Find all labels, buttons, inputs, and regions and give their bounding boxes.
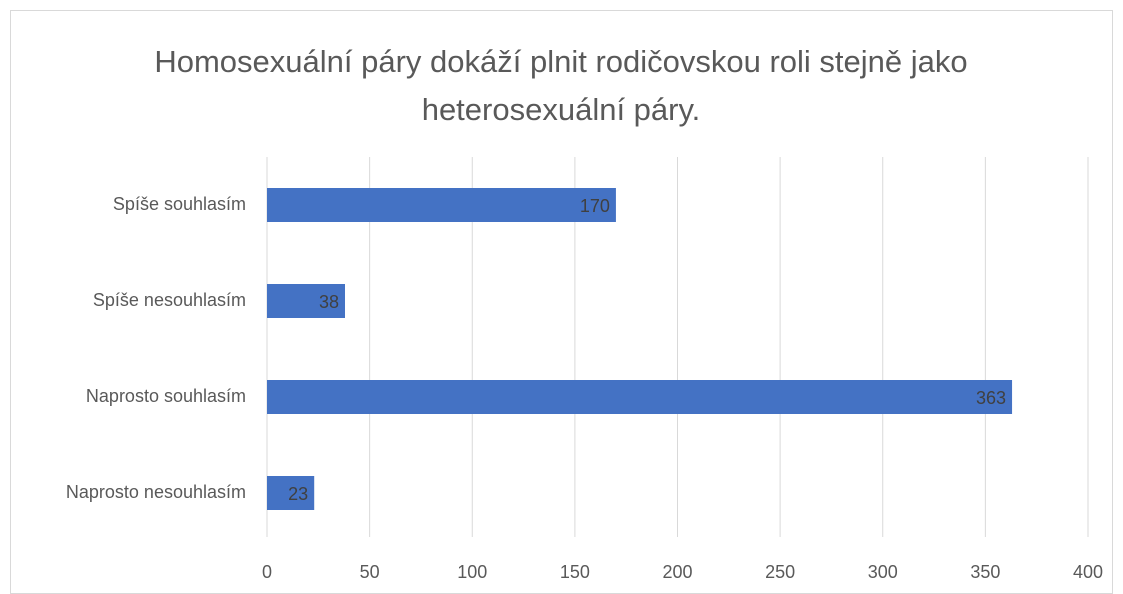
chart-title: Homosexuální páry dokáží plnit rodičovsk… [154,44,968,127]
x-tick-label: 200 [662,562,692,582]
data-label: 23 [288,484,308,504]
x-tick-label: 50 [360,562,380,582]
y-tick-label: Naprosto nesouhlasím [66,482,246,502]
x-tick-label: 250 [765,562,795,582]
y-tick-label: Spíše souhlasím [113,194,246,214]
bar [267,284,345,318]
x-tick-label: 150 [560,562,590,582]
x-tick-label: 300 [868,562,898,582]
data-label: 170 [580,196,610,216]
x-tick-label: 100 [457,562,487,582]
y-tick-label: Naprosto souhlasím [86,386,246,406]
bar [267,476,315,510]
y-tick-label: Spíše nesouhlasím [93,290,246,310]
bar [267,380,1013,414]
x-tick-label: 0 [262,562,272,582]
bar [267,188,616,222]
data-label: 38 [319,292,339,312]
x-tick-label: 400 [1073,562,1103,582]
data-label: 363 [976,388,1006,408]
x-tick-label: 350 [970,562,1000,582]
